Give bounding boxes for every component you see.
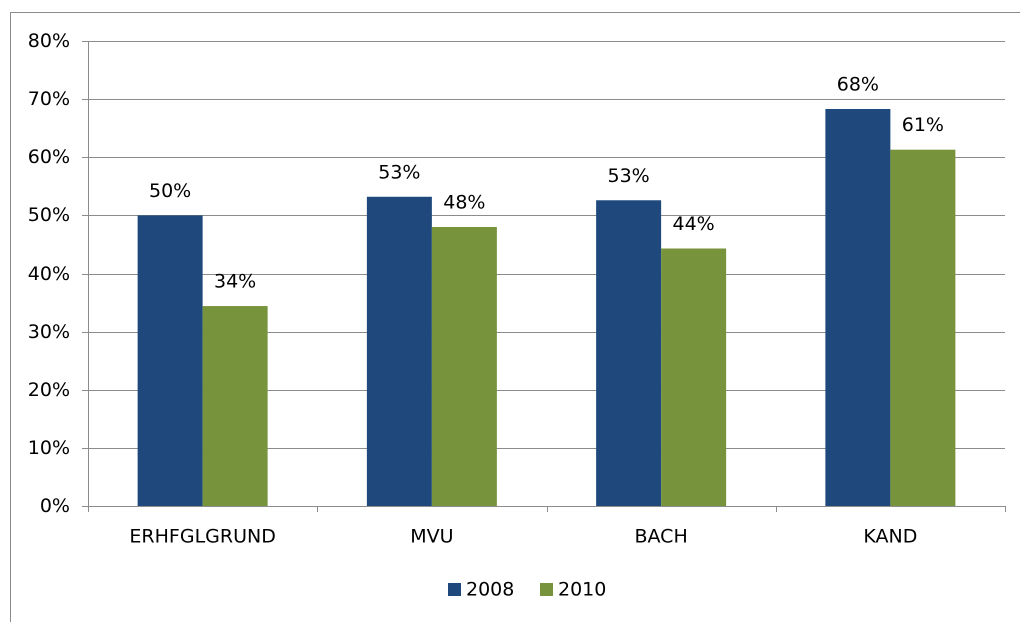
y-tick-label: 70%: [28, 88, 70, 110]
x-tick-label: KAND: [863, 526, 917, 548]
data-label: 50%: [149, 180, 191, 202]
data-label: 34%: [214, 271, 256, 293]
y-tick-label: 20%: [28, 379, 70, 401]
data-label: 53%: [378, 161, 420, 183]
y-tick-label: 0%: [40, 495, 70, 517]
bar: [202, 306, 268, 506]
bar: [661, 248, 727, 506]
data-label: 48%: [443, 192, 485, 214]
y-tick-label: 50%: [28, 204, 70, 226]
y-tick-label: 10%: [28, 437, 70, 459]
y-tick-label: 60%: [28, 146, 70, 168]
bar: [890, 149, 956, 506]
legend-label: 2008: [466, 579, 514, 601]
data-label: 53%: [608, 165, 650, 187]
data-label: 44%: [673, 213, 715, 235]
bar: [137, 215, 203, 506]
x-tick-label: ERHFGLGRUND: [129, 526, 275, 548]
bar: [825, 109, 891, 506]
data-label: 68%: [837, 74, 879, 96]
legend-swatch: [540, 583, 553, 596]
y-tick-label: 30%: [28, 321, 70, 343]
y-tick-label: 80%: [28, 30, 70, 52]
x-tick-label: BACH: [634, 526, 687, 548]
chart-border: [10, 12, 1020, 622]
legend-label: 2010: [558, 579, 606, 601]
x-tick-label: MVU: [410, 526, 453, 548]
bar: [431, 227, 497, 506]
y-tick-label: 40%: [28, 263, 70, 285]
bar: [366, 196, 432, 506]
legend-swatch: [448, 583, 461, 596]
bar: [596, 200, 662, 506]
data-label: 61%: [902, 114, 944, 136]
